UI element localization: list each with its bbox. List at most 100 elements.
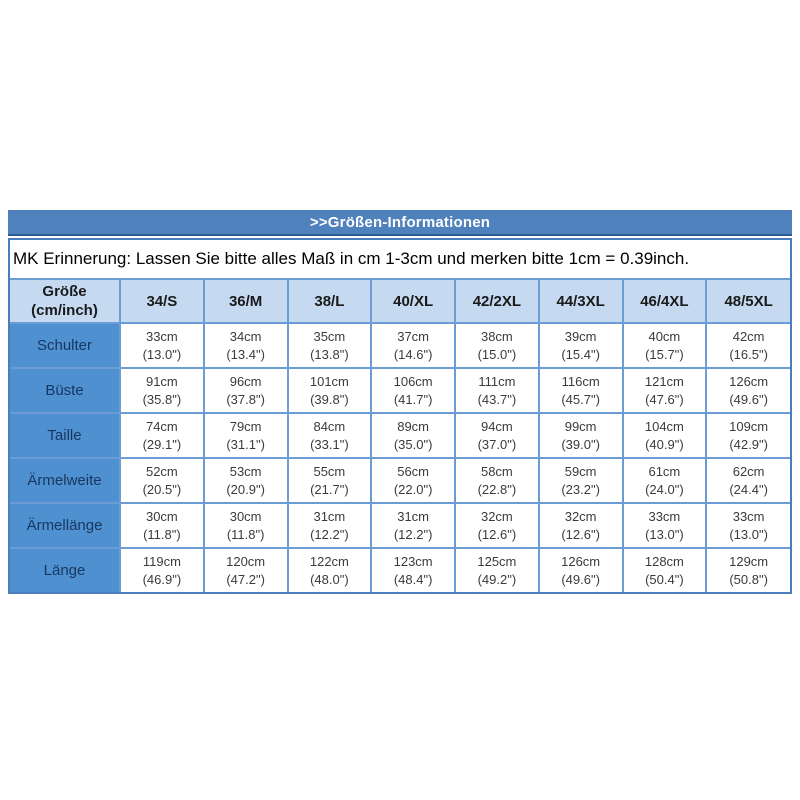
cm-value: 42cm — [732, 328, 765, 344]
measurement-cell: 79cm (31.1") — [202, 412, 289, 459]
inch-value: (48.0") — [310, 571, 349, 587]
inch-value: (48.4") — [393, 571, 433, 587]
measurement-cell: 128cm (50.4") — [621, 547, 708, 592]
chart-title: >>Größen-Informationen — [309, 213, 491, 231]
inch-value: (23.2") — [561, 481, 600, 497]
inch-value: (13.0") — [142, 346, 182, 362]
measurement-cell: 101cm (39.8") — [286, 367, 373, 414]
cm-value: 84cm — [313, 418, 346, 434]
measurement-cell: 34cm (13.4") — [202, 322, 289, 369]
measurement-row: Taille 74cm (29.1") 79cm (31.1") 84cm (33.1") 8… — [10, 412, 790, 459]
measurement-cell: 126cm (49.6") — [537, 547, 624, 592]
inch-value: (13.0") — [645, 526, 684, 542]
measurement-note-text: MK Erinnerung: Lassen Sie bitte alles Ma… — [13, 249, 690, 268]
measurement-cell: 39cm (15.4") — [537, 322, 624, 369]
measurement-row: Ärmelweite 52cm (20.5") 53cm (20.9") 55cm (21.… — [10, 457, 790, 504]
cm-value: 111cm — [478, 373, 516, 389]
inch-value: (40.9") — [645, 436, 684, 452]
size-header-cell: 44/3XL — [537, 280, 624, 324]
cm-value: 35cm — [313, 328, 346, 344]
cm-value: 96cm — [229, 373, 262, 389]
cm-value: 62cm — [732, 463, 765, 479]
measurement-cell: 119cm (46.9") — [119, 547, 205, 592]
inch-value: (13.4") — [226, 346, 265, 362]
cm-value: 34cm — [229, 328, 262, 344]
inch-value: (35.0") — [393, 436, 433, 452]
measurement-row: Länge 119cm (46.9") 120cm (47.2") 122cm (48.0"… — [10, 547, 790, 592]
measurement-cell: 74cm (29.1") — [119, 412, 205, 459]
cm-value: 79cm — [229, 418, 262, 434]
inch-value: (21.7") — [310, 481, 349, 497]
row-label-cell: Ärmellänge — [10, 502, 121, 549]
cm-value: 121cm — [644, 373, 684, 389]
inch-value: (24.4") — [729, 481, 768, 497]
measurement-cell: 37cm (14.6") — [370, 322, 456, 369]
inch-value: (22.0") — [393, 481, 433, 497]
inch-value: (20.9") — [226, 481, 265, 497]
cm-value: 33cm — [732, 508, 765, 524]
cm-value: 61cm — [648, 463, 681, 479]
cm-value: 31cm — [313, 508, 346, 524]
size-header-cell: 34/S — [119, 280, 205, 324]
measurement-cell: 121cm (47.6") — [621, 367, 708, 414]
corner-header-line1: Größe — [42, 283, 87, 300]
cm-value: 33cm — [145, 328, 178, 344]
measurement-cell: 116cm (45.7") — [537, 367, 624, 414]
measurement-cell: 129cm (50.8") — [705, 547, 790, 592]
measurement-cell: 30cm (11.8") — [202, 502, 289, 549]
size-header-cell: 40/XL — [370, 280, 456, 324]
cm-value: 33cm — [648, 508, 681, 524]
inch-value: (12.6") — [561, 526, 600, 542]
measurement-cell: 40cm (15.7") — [621, 322, 708, 369]
inch-value: (20.5") — [142, 481, 182, 497]
inch-value: (22.8") — [477, 481, 517, 497]
measurement-cell: 106cm (41.7") — [370, 367, 456, 414]
cm-value: 56cm — [397, 463, 430, 479]
inch-value: (29.1") — [142, 436, 182, 452]
measurement-cell: 56cm (22.0") — [370, 457, 456, 504]
inch-value: (50.8") — [729, 571, 768, 587]
inch-value: (42.9") — [729, 436, 768, 452]
cm-value: 30cm — [229, 508, 262, 524]
size-header-cell: 38/L — [286, 280, 373, 324]
cm-value: 101cm — [309, 373, 349, 389]
size-table: Größe (cm/inch) 34/S 36/M 38/L 40/XL 42/2XL 4… — [10, 280, 790, 592]
measurement-cell: 84cm (33.1") — [286, 412, 373, 459]
cm-value: 91cm — [145, 373, 178, 389]
cm-value: 116cm — [561, 373, 600, 389]
inch-value: (47.2") — [226, 571, 265, 587]
measurement-cell: 31cm (12.2") — [286, 502, 373, 549]
cm-value: 58cm — [480, 463, 513, 479]
measurement-cell: 53cm (20.9") — [202, 457, 289, 504]
inch-value: (37.0") — [477, 436, 517, 452]
inch-value: (45.7") — [561, 391, 600, 407]
inch-value: (15.7") — [645, 346, 684, 362]
measurement-cell: 125cm (49.2") — [454, 547, 540, 592]
cm-value: 129cm — [729, 553, 769, 569]
row-label-cell: Länge — [10, 547, 121, 592]
inch-value: (11.8") — [143, 526, 181, 542]
row-label-cell: Büste — [10, 367, 121, 414]
measurement-cell: 32cm (12.6") — [454, 502, 540, 549]
inch-value: (39.8") — [310, 391, 349, 407]
cm-value: 122cm — [309, 553, 349, 569]
cm-value: 125cm — [477, 553, 517, 569]
corner-header-line2: (cm/inch) — [31, 302, 98, 319]
size-header-cell: 42/2XL — [454, 280, 540, 324]
inch-value: (49.6") — [729, 391, 768, 407]
measurement-cell: 59cm (23.2") — [537, 457, 624, 504]
inch-value: (12.6") — [477, 526, 517, 542]
inch-value: (13.8") — [310, 346, 349, 362]
cm-value: 38cm — [480, 328, 513, 344]
measurement-row: Büste 91cm (35.8") 96cm (37.8") 101cm (39.8") 1… — [10, 367, 790, 414]
measurement-cell: 99cm (39.0") — [537, 412, 624, 459]
size-table-header-row: Größe (cm/inch) 34/S 36/M 38/L 40/XL 42/2XL 4… — [10, 280, 790, 324]
size-header-cell: 36/M — [202, 280, 289, 324]
inch-value: (16.5") — [729, 346, 768, 362]
cm-value: 109cm — [729, 418, 769, 434]
size-chart: >>Größen-Informationen MK Erinnerung: La… — [8, 210, 792, 594]
chart-body: MK Erinnerung: Lassen Sie bitte alles Ma… — [8, 238, 792, 594]
inch-value: (43.7") — [477, 391, 517, 407]
cm-value: 123cm — [393, 553, 433, 569]
inch-value: (15.4") — [561, 346, 600, 362]
